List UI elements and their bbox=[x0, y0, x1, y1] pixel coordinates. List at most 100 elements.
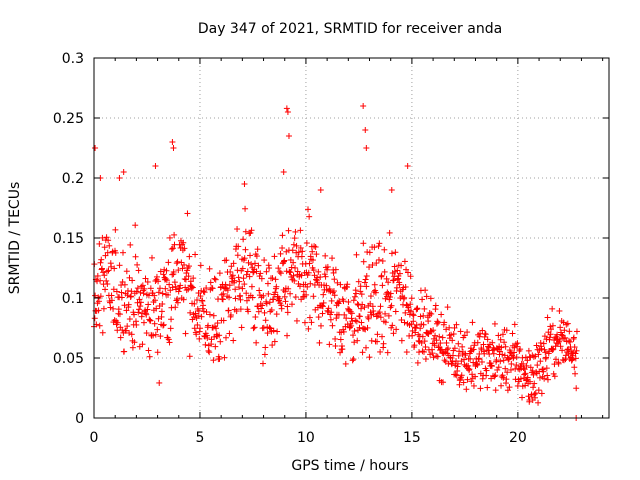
data-point bbox=[367, 309, 374, 316]
data-point bbox=[538, 345, 545, 352]
data-point bbox=[362, 344, 369, 351]
data-point bbox=[330, 269, 337, 276]
data-point bbox=[293, 317, 300, 324]
data-point bbox=[547, 331, 554, 338]
data-point bbox=[259, 360, 266, 367]
data-point bbox=[396, 270, 403, 277]
data-point bbox=[101, 272, 108, 279]
data-point bbox=[495, 364, 502, 371]
data-point bbox=[380, 340, 387, 347]
data-point bbox=[499, 331, 506, 338]
data-point bbox=[327, 316, 334, 323]
x-tick-label: 10 bbox=[297, 430, 315, 446]
data-point bbox=[206, 311, 213, 318]
data-point bbox=[534, 362, 541, 369]
data-point bbox=[154, 349, 161, 356]
data-point bbox=[520, 364, 527, 371]
data-point bbox=[271, 253, 278, 260]
data-point bbox=[366, 249, 373, 256]
data-point bbox=[474, 339, 481, 346]
data-point bbox=[430, 354, 437, 361]
data-point bbox=[391, 263, 398, 270]
data-point bbox=[325, 305, 332, 312]
data-point bbox=[470, 382, 477, 389]
data-point bbox=[186, 253, 193, 260]
data-point-outlier bbox=[360, 103, 367, 109]
data-point bbox=[365, 315, 372, 322]
data-point bbox=[292, 228, 299, 235]
data-point bbox=[303, 240, 310, 247]
data-point bbox=[492, 372, 499, 379]
data-point bbox=[185, 286, 192, 293]
data-point bbox=[334, 279, 341, 286]
data-point bbox=[521, 366, 528, 373]
data-point bbox=[543, 354, 550, 361]
data-point bbox=[413, 321, 420, 328]
data-point bbox=[527, 364, 534, 371]
data-point bbox=[310, 293, 317, 300]
data-point bbox=[284, 309, 291, 316]
data-point bbox=[111, 265, 118, 272]
data-point bbox=[261, 351, 268, 358]
data-point bbox=[477, 385, 484, 392]
data-point bbox=[183, 270, 190, 277]
data-point bbox=[544, 372, 551, 379]
data-point bbox=[139, 341, 146, 348]
data-point bbox=[536, 374, 543, 381]
data-point bbox=[429, 350, 436, 357]
data-point bbox=[255, 308, 262, 315]
data-point bbox=[158, 313, 165, 320]
y-axis-title: SRMTID / TECUs bbox=[7, 182, 23, 295]
data-point bbox=[180, 296, 187, 303]
data-point bbox=[353, 251, 360, 258]
data-point bbox=[199, 297, 206, 304]
data-point bbox=[293, 242, 300, 249]
data-point bbox=[226, 282, 233, 289]
data-point bbox=[435, 319, 442, 326]
data-point bbox=[242, 246, 249, 253]
data-point bbox=[422, 344, 429, 351]
data-point bbox=[557, 324, 564, 331]
data-point bbox=[113, 288, 120, 295]
data-point bbox=[531, 380, 538, 387]
data-point bbox=[213, 325, 220, 332]
data-point bbox=[133, 288, 140, 295]
data-point-outlier bbox=[363, 145, 370, 151]
data-point bbox=[464, 329, 471, 336]
data-point bbox=[361, 325, 368, 332]
data-point bbox=[572, 355, 579, 362]
data-point bbox=[562, 334, 569, 341]
data-point bbox=[404, 269, 411, 276]
data-point bbox=[100, 269, 107, 276]
data-point bbox=[319, 303, 326, 310]
data-point bbox=[284, 332, 291, 339]
data-point bbox=[180, 239, 187, 246]
data-point bbox=[246, 273, 253, 280]
data-point bbox=[557, 343, 564, 350]
data-point bbox=[366, 264, 373, 271]
x-axis-title: GPS time / hours bbox=[291, 458, 408, 474]
data-point bbox=[167, 325, 174, 332]
data-point bbox=[258, 305, 265, 312]
data-point bbox=[270, 296, 277, 303]
data-point bbox=[547, 323, 554, 330]
data-point bbox=[532, 353, 539, 360]
data-point bbox=[572, 370, 579, 377]
data-point bbox=[145, 292, 152, 299]
data-point bbox=[445, 345, 452, 352]
data-point bbox=[328, 309, 335, 316]
data-point bbox=[561, 327, 568, 334]
data-point bbox=[401, 258, 408, 265]
data-point bbox=[549, 305, 556, 312]
data-point bbox=[224, 287, 231, 294]
data-point bbox=[277, 250, 284, 257]
data-point bbox=[543, 365, 550, 372]
data-point bbox=[337, 336, 344, 343]
data-point bbox=[126, 329, 133, 336]
data-point bbox=[173, 260, 180, 267]
data-point bbox=[287, 269, 294, 276]
data-point bbox=[185, 273, 192, 280]
data-point bbox=[236, 278, 243, 285]
data-point bbox=[398, 262, 405, 269]
data-point bbox=[157, 333, 164, 340]
